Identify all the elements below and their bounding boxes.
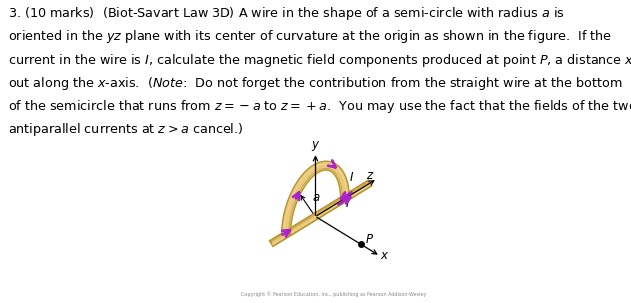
Text: $a$: $a$ xyxy=(312,191,320,204)
Text: $z$: $z$ xyxy=(366,168,374,181)
Text: $x$: $x$ xyxy=(380,249,389,262)
Text: 3. (10 marks)  (Biot-Savart Law 3D) A wire in the shape of a semi-circle with ra: 3. (10 marks) (Biot-Savart Law 3D) A wir… xyxy=(8,5,631,138)
Text: $y$: $y$ xyxy=(312,139,321,153)
Text: $I$: $I$ xyxy=(345,197,350,210)
Text: $P$: $P$ xyxy=(365,233,374,246)
Text: Copyright © Pearson Education, Inc., publishing as Pearson Addison-Wesley: Copyright © Pearson Education, Inc., pub… xyxy=(241,291,426,297)
Polygon shape xyxy=(269,180,372,246)
Polygon shape xyxy=(281,161,350,235)
Text: $I$: $I$ xyxy=(350,171,355,184)
